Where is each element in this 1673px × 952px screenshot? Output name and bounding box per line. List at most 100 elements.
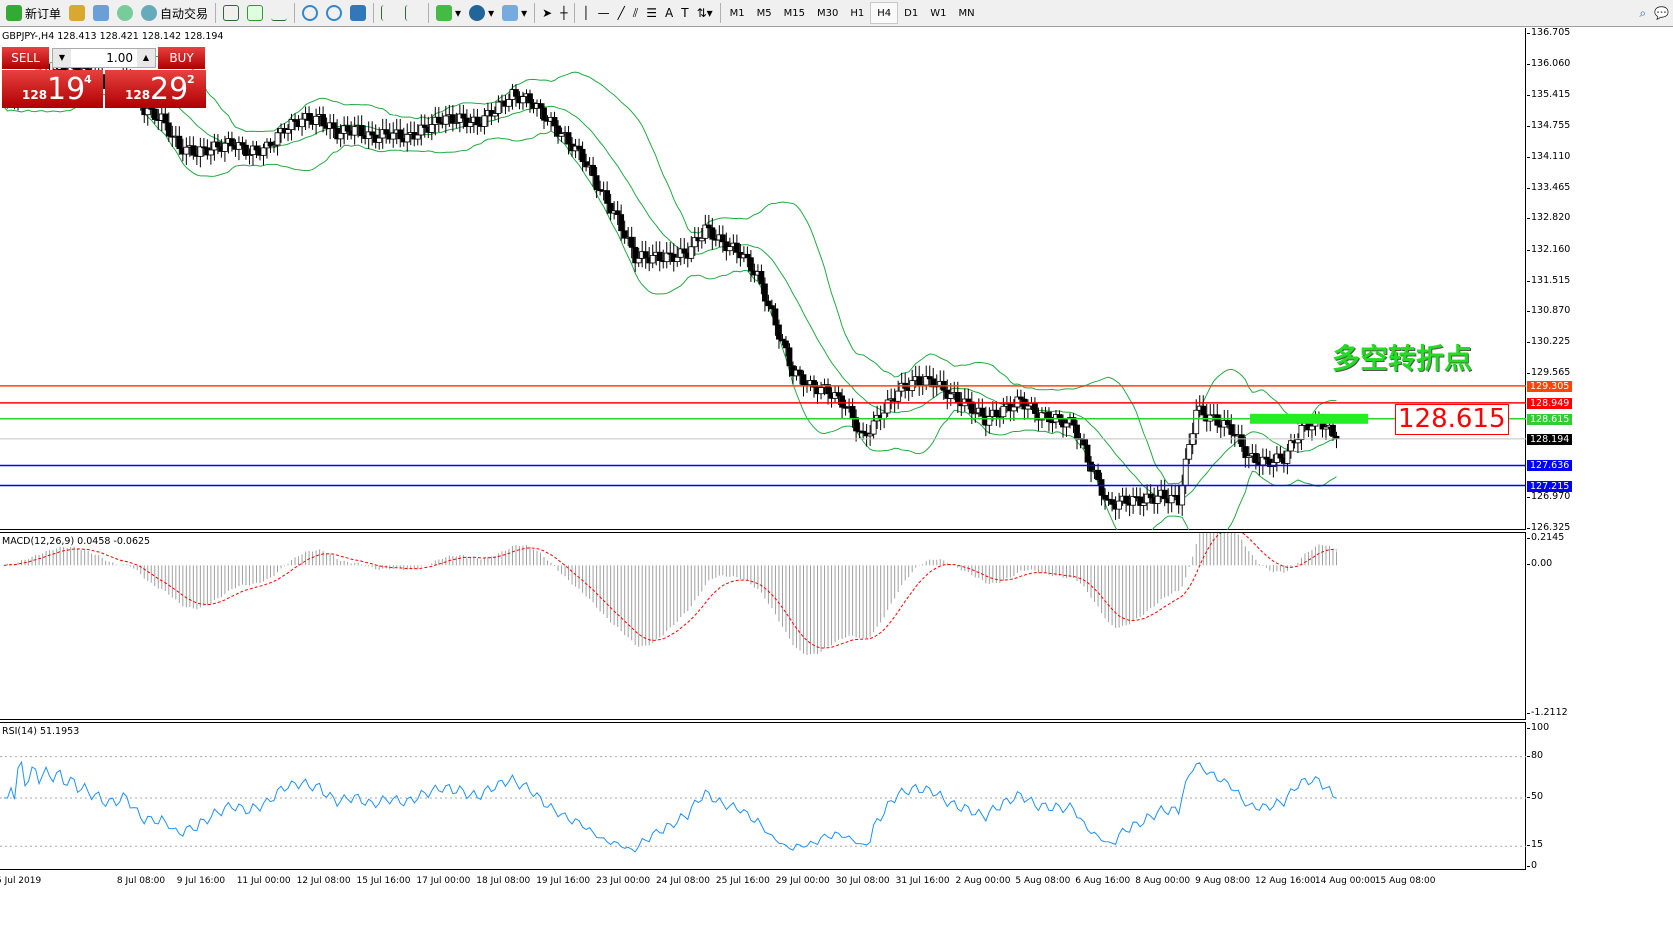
candle — [649, 255, 656, 264]
auto-scroll-button[interactable] — [377, 2, 401, 24]
timeframe-m15[interactable]: M15 — [783, 7, 806, 19]
candle — [979, 407, 986, 417]
horizontal-line-button[interactable]: — — [594, 2, 614, 24]
bollinger-lower-band — [3, 92, 1337, 530]
candlestick-icon — [247, 5, 264, 21]
vertical-line-button[interactable]: │ — [578, 2, 593, 24]
fibonacci-button[interactable]: ☰ — [642, 2, 661, 24]
equidistant-channel-button[interactable]: ⫽ — [629, 2, 642, 24]
candle — [1109, 499, 1115, 505]
auto-trading-button[interactable]: 自动交易 — [137, 2, 212, 24]
candle — [260, 147, 267, 156]
fibonacci-icon: ☰ — [646, 6, 658, 20]
sell-button[interactable]: SELL — [2, 47, 49, 69]
turning-point-annotation: 多空转折点 — [1332, 342, 1473, 375]
text-icon: A — [665, 6, 674, 20]
timeframe-mn[interactable]: MN — [958, 7, 975, 19]
signals-button[interactable] — [113, 2, 137, 24]
time-tick-label: 12 Jul 08:00 — [296, 876, 351, 886]
equidistant-channel-icon: ⫽ — [632, 5, 639, 20]
candle — [527, 93, 533, 104]
candle — [797, 369, 803, 376]
tile-windows-button[interactable] — [346, 2, 370, 24]
crosshair-button[interactable]: ┼ — [556, 2, 571, 24]
time-tick-label: 17 Jul 00:00 — [416, 876, 471, 886]
candle — [1039, 412, 1045, 421]
candle — [993, 409, 1000, 417]
price-axis[interactable]: 136.705 136.060 135.415 134.755 134.110 133.4… — [1526, 27, 1673, 533]
rsi-tick-label: 80 — [1526, 749, 1544, 761]
candle — [916, 376, 923, 386]
zoom-out-button[interactable] — [322, 2, 346, 24]
level-price-tag: 128.949 — [1527, 397, 1573, 409]
templates-button[interactable]: ▾ — [498, 2, 531, 24]
candlestick-button[interactable] — [243, 2, 267, 24]
timeframe-w1[interactable]: W1 — [930, 7, 947, 19]
zoom-in-button[interactable] — [298, 2, 322, 24]
bollinger-upper-band — [3, 53, 1337, 485]
timeframe-h1[interactable]: H1 — [850, 7, 865, 19]
lot-decrease-button[interactable]: ▼ — [53, 49, 71, 67]
arrows-button[interactable]: ⇅▾ — [693, 2, 717, 24]
candle — [698, 237, 705, 242]
sell-price-main: 19 — [47, 72, 86, 107]
candle — [1284, 450, 1291, 464]
candle — [870, 420, 877, 435]
timeframe-d1[interactable]: D1 — [904, 7, 919, 19]
price-chart[interactable] — [0, 28, 1526, 530]
market-watch-button[interactable] — [65, 2, 89, 24]
bar-chart-icon — [223, 5, 240, 21]
bar-chart-button[interactable] — [219, 2, 243, 24]
candle — [1161, 489, 1168, 500]
candle — [604, 190, 611, 204]
price-tick-label: 136.060 — [1526, 57, 1571, 69]
price-chart-canvas — [0, 53, 1526, 530]
sell-price-button[interactable]: 128 19 4 — [2, 70, 103, 108]
chart-shift-icon — [405, 5, 421, 21]
buy-price-button[interactable]: 128 29 2 — [105, 70, 206, 108]
periods-button[interactable]: ▾ — [465, 2, 498, 24]
candle — [895, 390, 902, 402]
chart-shift-button[interactable] — [401, 2, 425, 24]
text-label-button[interactable]: T — [677, 2, 692, 24]
navigator-icon — [93, 5, 110, 21]
candle — [495, 101, 502, 114]
candle — [1330, 424, 1336, 437]
trendline-button[interactable]: ╱ — [614, 2, 629, 24]
search-button[interactable]: ⌕ — [1635, 2, 1650, 24]
candle — [383, 129, 390, 135]
candle — [762, 283, 768, 302]
buy-button[interactable]: BUY — [158, 47, 205, 69]
lot-size-input[interactable]: ▼ 1.00 ▲ — [52, 48, 156, 68]
lot-increase-button[interactable]: ▲ — [137, 49, 155, 67]
candle — [632, 246, 639, 264]
indicators-button[interactable]: ▾ — [432, 2, 465, 24]
timeframe-m30[interactable]: M30 — [817, 7, 839, 19]
timeframe-m1[interactable]: M1 — [729, 7, 745, 19]
macd-pane[interactable] — [0, 532, 1526, 720]
candle — [663, 252, 670, 263]
candle — [1263, 456, 1270, 460]
price-tick-label: 136.705 — [1526, 27, 1571, 38]
candle — [1242, 446, 1249, 458]
timeframe-h4[interactable]: H4 — [870, 2, 899, 24]
chat-button[interactable]: 💬 — [1650, 2, 1673, 24]
cursor-button[interactable]: ➤ — [538, 2, 556, 24]
candle — [1063, 422, 1070, 428]
rsi-axis: 100 80 50 15 0 — [1526, 722, 1673, 871]
candle — [709, 227, 716, 240]
candle — [555, 125, 561, 137]
rsi-pane[interactable] — [0, 722, 1526, 870]
candle — [190, 145, 197, 156]
timeframe-m5[interactable]: M5 — [756, 7, 772, 19]
navigator-button[interactable] — [89, 2, 113, 24]
candle — [243, 144, 249, 156]
line-chart-button[interactable] — [267, 2, 291, 24]
text-button[interactable]: A — [661, 2, 677, 24]
candle — [860, 430, 867, 434]
new-order-button[interactable]: 新订单 — [2, 2, 65, 24]
candle — [621, 230, 628, 239]
candle — [667, 252, 674, 255]
time-tick-label: 8 Aug 00:00 — [1135, 876, 1191, 886]
candle — [1168, 494, 1175, 504]
